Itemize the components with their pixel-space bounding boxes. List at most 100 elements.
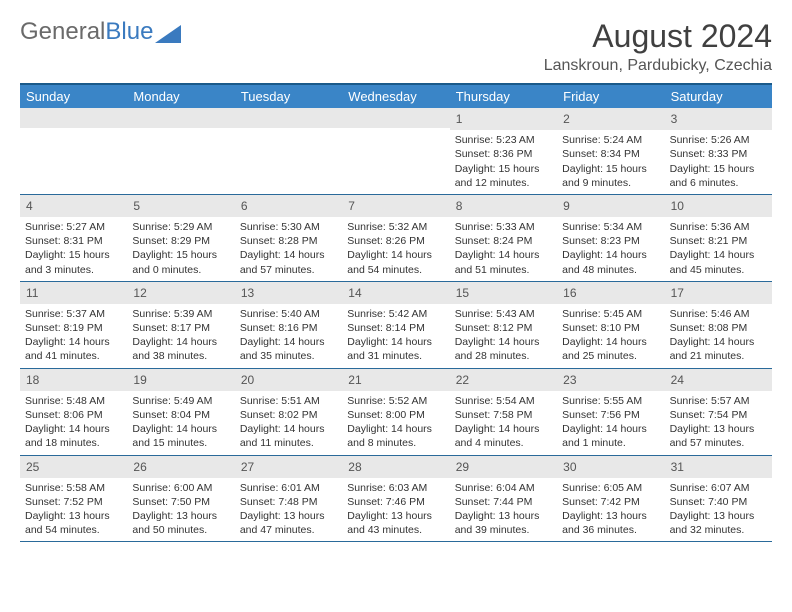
sunset-text: Sunset: 8:12 PM: [455, 321, 552, 335]
daylight-text: Daylight: 14 hours and 31 minutes.: [347, 335, 444, 363]
day-number: 16: [557, 282, 664, 304]
sunset-text: Sunset: 7:44 PM: [455, 495, 552, 509]
page-title: August 2024: [544, 18, 772, 55]
day-cell: 3Sunrise: 5:26 AMSunset: 8:33 PMDaylight…: [665, 108, 772, 194]
day-info: Sunrise: 5:48 AMSunset: 8:06 PMDaylight:…: [20, 391, 127, 455]
sunset-text: Sunset: 8:29 PM: [132, 234, 229, 248]
daylight-text: Daylight: 14 hours and 18 minutes.: [25, 422, 122, 450]
day-number: 17: [665, 282, 772, 304]
day-cell: [235, 108, 342, 194]
daylight-text: Daylight: 14 hours and 4 minutes.: [455, 422, 552, 450]
daylight-text: Daylight: 14 hours and 51 minutes.: [455, 248, 552, 276]
sunrise-text: Sunrise: 5:54 AM: [455, 394, 552, 408]
sunset-text: Sunset: 8:02 PM: [240, 408, 337, 422]
day-number: 29: [450, 456, 557, 478]
daylight-text: Daylight: 14 hours and 1 minute.: [562, 422, 659, 450]
day-number: 30: [557, 456, 664, 478]
weeks-container: 1Sunrise: 5:23 AMSunset: 8:36 PMDaylight…: [20, 108, 772, 542]
daylight-text: Daylight: 13 hours and 57 minutes.: [670, 422, 767, 450]
sunrise-text: Sunrise: 5:27 AM: [25, 220, 122, 234]
day-info: Sunrise: 6:05 AMSunset: 7:42 PMDaylight:…: [557, 478, 664, 542]
sunrise-text: Sunrise: 5:52 AM: [347, 394, 444, 408]
sunrise-text: Sunrise: 5:29 AM: [132, 220, 229, 234]
day-number: [127, 108, 234, 128]
sunset-text: Sunset: 8:36 PM: [455, 147, 552, 161]
sunset-text: Sunset: 7:40 PM: [670, 495, 767, 509]
day-cell: [127, 108, 234, 194]
sunset-text: Sunset: 7:58 PM: [455, 408, 552, 422]
sunset-text: Sunset: 8:21 PM: [670, 234, 767, 248]
day-number: 5: [127, 195, 234, 217]
day-number: 2: [557, 108, 664, 130]
sunrise-text: Sunrise: 5:39 AM: [132, 307, 229, 321]
day-number: 9: [557, 195, 664, 217]
day-cell: 28Sunrise: 6:03 AMSunset: 7:46 PMDayligh…: [342, 456, 449, 542]
day-header: Friday: [557, 85, 664, 108]
logo-triangle-icon: [155, 21, 181, 43]
day-cell: 25Sunrise: 5:58 AMSunset: 7:52 PMDayligh…: [20, 456, 127, 542]
sunset-text: Sunset: 8:23 PM: [562, 234, 659, 248]
day-info: Sunrise: 5:42 AMSunset: 8:14 PMDaylight:…: [342, 304, 449, 368]
sunrise-text: Sunrise: 6:00 AM: [132, 481, 229, 495]
location-subtitle: Lanskroun, Pardubicky, Czechia: [544, 57, 772, 75]
day-info: Sunrise: 6:03 AMSunset: 7:46 PMDaylight:…: [342, 478, 449, 542]
sunset-text: Sunset: 8:34 PM: [562, 147, 659, 161]
sunrise-text: Sunrise: 5:26 AM: [670, 133, 767, 147]
day-info: Sunrise: 6:07 AMSunset: 7:40 PMDaylight:…: [665, 478, 772, 542]
sunrise-text: Sunrise: 6:05 AM: [562, 481, 659, 495]
day-number: 11: [20, 282, 127, 304]
day-info: Sunrise: 5:27 AMSunset: 8:31 PMDaylight:…: [20, 217, 127, 281]
calendar: Sunday Monday Tuesday Wednesday Thursday…: [20, 83, 772, 542]
day-header: Tuesday: [235, 85, 342, 108]
sunset-text: Sunset: 8:28 PM: [240, 234, 337, 248]
sunset-text: Sunset: 8:04 PM: [132, 408, 229, 422]
day-cell: 18Sunrise: 5:48 AMSunset: 8:06 PMDayligh…: [20, 369, 127, 455]
day-number: 21: [342, 369, 449, 391]
sunrise-text: Sunrise: 5:32 AM: [347, 220, 444, 234]
day-info: Sunrise: 5:49 AMSunset: 8:04 PMDaylight:…: [127, 391, 234, 455]
header: GeneralBlue August 2024 Lanskroun, Pardu…: [20, 18, 772, 75]
day-info: Sunrise: 5:54 AMSunset: 7:58 PMDaylight:…: [450, 391, 557, 455]
sunset-text: Sunset: 8:17 PM: [132, 321, 229, 335]
day-number: 7: [342, 195, 449, 217]
sunrise-text: Sunrise: 5:42 AM: [347, 307, 444, 321]
sunrise-text: Sunrise: 6:04 AM: [455, 481, 552, 495]
sunset-text: Sunset: 7:50 PM: [132, 495, 229, 509]
day-cell: 20Sunrise: 5:51 AMSunset: 8:02 PMDayligh…: [235, 369, 342, 455]
daylight-text: Daylight: 14 hours and 8 minutes.: [347, 422, 444, 450]
daylight-text: Daylight: 15 hours and 9 minutes.: [562, 162, 659, 190]
day-number: 15: [450, 282, 557, 304]
day-info: Sunrise: 5:43 AMSunset: 8:12 PMDaylight:…: [450, 304, 557, 368]
day-info: Sunrise: 5:39 AMSunset: 8:17 PMDaylight:…: [127, 304, 234, 368]
daylight-text: Daylight: 14 hours and 21 minutes.: [670, 335, 767, 363]
day-number: 23: [557, 369, 664, 391]
sunrise-text: Sunrise: 5:23 AM: [455, 133, 552, 147]
sunrise-text: Sunrise: 5:48 AM: [25, 394, 122, 408]
day-cell: 14Sunrise: 5:42 AMSunset: 8:14 PMDayligh…: [342, 282, 449, 368]
day-info: Sunrise: 5:40 AMSunset: 8:16 PMDaylight:…: [235, 304, 342, 368]
day-number: 19: [127, 369, 234, 391]
calendar-page: GeneralBlue August 2024 Lanskroun, Pardu…: [0, 0, 792, 552]
day-cell: 8Sunrise: 5:33 AMSunset: 8:24 PMDaylight…: [450, 195, 557, 281]
logo: GeneralBlue: [20, 18, 181, 46]
day-info: Sunrise: 5:52 AMSunset: 8:00 PMDaylight:…: [342, 391, 449, 455]
day-number: 12: [127, 282, 234, 304]
daylight-text: Daylight: 14 hours and 45 minutes.: [670, 248, 767, 276]
daylight-text: Daylight: 14 hours and 48 minutes.: [562, 248, 659, 276]
day-info: Sunrise: 5:33 AMSunset: 8:24 PMDaylight:…: [450, 217, 557, 281]
day-cell: 5Sunrise: 5:29 AMSunset: 8:29 PMDaylight…: [127, 195, 234, 281]
day-info: Sunrise: 5:55 AMSunset: 7:56 PMDaylight:…: [557, 391, 664, 455]
day-cell: 27Sunrise: 6:01 AMSunset: 7:48 PMDayligh…: [235, 456, 342, 542]
day-header: Wednesday: [342, 85, 449, 108]
week-row: 4Sunrise: 5:27 AMSunset: 8:31 PMDaylight…: [20, 195, 772, 282]
daylight-text: Daylight: 13 hours and 32 minutes.: [670, 509, 767, 537]
sunrise-text: Sunrise: 5:57 AM: [670, 394, 767, 408]
day-cell: 9Sunrise: 5:34 AMSunset: 8:23 PMDaylight…: [557, 195, 664, 281]
sunrise-text: Sunrise: 5:51 AM: [240, 394, 337, 408]
daylight-text: Daylight: 13 hours and 36 minutes.: [562, 509, 659, 537]
sunrise-text: Sunrise: 5:40 AM: [240, 307, 337, 321]
sunset-text: Sunset: 7:46 PM: [347, 495, 444, 509]
sunset-text: Sunset: 8:08 PM: [670, 321, 767, 335]
day-number: 13: [235, 282, 342, 304]
day-info: Sunrise: 5:37 AMSunset: 8:19 PMDaylight:…: [20, 304, 127, 368]
